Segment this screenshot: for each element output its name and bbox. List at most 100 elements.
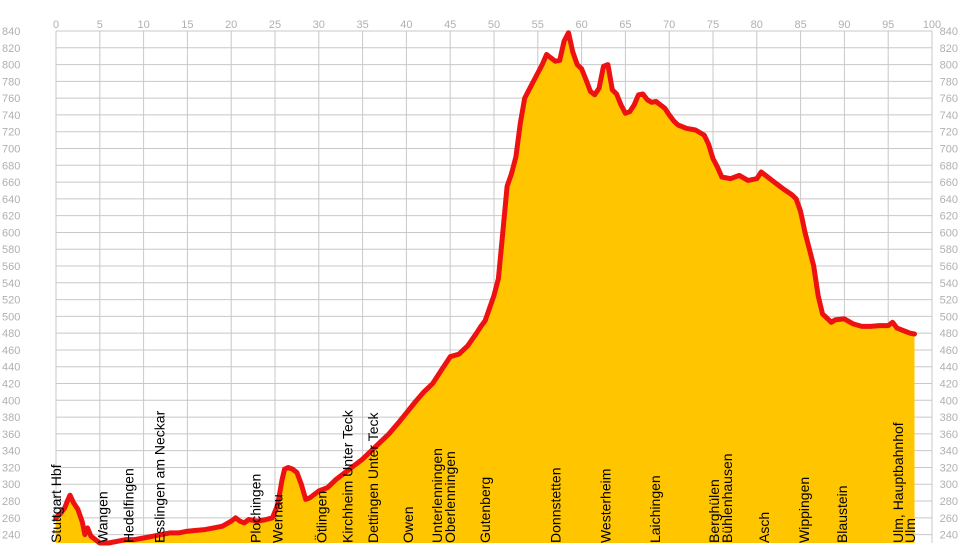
x-tick-label-6: 30: [313, 19, 325, 31]
y-tick-label-left-24: 720: [2, 127, 20, 139]
y-tick-label-right-19: 620: [940, 211, 958, 223]
y-tick-label-left-29: 820: [2, 43, 20, 55]
station-label-13: Donnstetten: [547, 467, 563, 543]
y-tick-label-left-7: 380: [2, 412, 20, 424]
station-label-2: Hedelfingen: [121, 468, 137, 543]
station-label-16: Berghülen: [706, 479, 722, 543]
x-tick-label-19: 95: [882, 19, 894, 31]
station-label-8: Dettingen Unter Teck: [365, 412, 381, 543]
station-label-12: Gutenberg: [477, 477, 493, 543]
y-tick-label-right-25: 740: [940, 110, 958, 122]
y-tick-label-left-1: 260: [2, 513, 20, 525]
station-label-10: Unterlenningen: [429, 448, 445, 543]
y-tick-label-right-2: 280: [940, 496, 958, 508]
station-label-22: Ulm: [902, 518, 918, 543]
x-tick-label-9: 45: [444, 19, 456, 31]
y-tick-label-right-6: 360: [940, 429, 958, 441]
y-tick-label-left-5: 340: [2, 446, 20, 458]
station-label-9: Owen: [400, 506, 416, 543]
x-tick-label-3: 15: [181, 19, 193, 31]
station-label-21: Ulm, Hauptbahnhof: [890, 422, 906, 543]
y-tick-label-left-0: 240: [2, 530, 20, 542]
x-tick-label-5: 25: [269, 19, 281, 31]
x-tick-label-0: 0: [53, 19, 59, 31]
station-label-7: Kirchheim Unter Teck: [340, 409, 356, 543]
y-tick-label-right-18: 600: [940, 227, 958, 239]
x-tick-label-1: 5: [97, 19, 103, 31]
y-tick-label-left-17: 580: [2, 244, 20, 256]
y-tick-label-left-14: 520: [2, 295, 20, 307]
y-tick-label-left-30: 840: [2, 26, 20, 38]
y-tick-label-right-29: 820: [940, 43, 958, 55]
y-tick-label-right-7: 380: [940, 412, 958, 424]
y-tick-label-right-30: 840: [940, 26, 958, 38]
y-tick-label-right-20: 640: [940, 194, 958, 206]
x-tick-label-12: 60: [575, 19, 587, 31]
y-tick-label-left-2: 280: [2, 496, 20, 508]
y-tick-label-left-28: 800: [2, 60, 20, 72]
y-tick-label-left-23: 700: [2, 144, 20, 156]
y-tick-label-right-15: 540: [940, 278, 958, 290]
station-label-15: Laichingen: [647, 475, 663, 543]
y-tick-label-left-6: 360: [2, 429, 20, 441]
station-label-0: Stuttgart Hbf: [48, 464, 64, 543]
y-tick-label-left-21: 660: [2, 177, 20, 189]
y-tick-label-right-4: 320: [940, 462, 958, 474]
y-tick-label-left-3: 300: [2, 479, 20, 491]
x-tick-label-17: 85: [794, 19, 806, 31]
y-tick-label-right-24: 720: [940, 127, 958, 139]
y-tick-label-left-26: 760: [2, 93, 20, 105]
x-tick-label-7: 35: [356, 19, 368, 31]
y-tick-label-left-16: 560: [2, 261, 20, 273]
x-tick-label-14: 70: [663, 19, 675, 31]
x-tick-label-18: 90: [838, 19, 850, 31]
elevation-fill: [56, 32, 915, 543]
x-tick-label-8: 40: [400, 19, 412, 31]
y-tick-label-right-27: 780: [940, 76, 958, 88]
station-label-18: Asch: [756, 512, 772, 543]
y-tick-label-left-8: 400: [2, 395, 20, 407]
y-tick-label-left-25: 740: [2, 110, 20, 122]
y-tick-label-left-4: 320: [2, 462, 20, 474]
station-label-17: Bühlenhausen: [719, 453, 735, 543]
y-tick-label-left-15: 540: [2, 278, 20, 290]
y-tick-label-right-23: 700: [940, 144, 958, 156]
x-tick-label-16: 80: [751, 19, 763, 31]
y-tick-label-right-0: 240: [940, 530, 958, 542]
y-tick-label-left-13: 500: [2, 311, 20, 323]
station-label-1: Wangen: [94, 491, 110, 543]
y-tick-label-left-12: 480: [2, 328, 20, 340]
station-label-3: Esslingen am Neckar: [151, 410, 167, 543]
x-tick-label-11: 55: [532, 19, 544, 31]
y-tick-label-right-9: 420: [940, 379, 958, 391]
station-label-11: Oberlenningen: [442, 451, 458, 543]
x-tick-label-13: 65: [619, 19, 631, 31]
x-tick-label-20: 100: [923, 19, 941, 31]
y-tick-label-left-18: 600: [2, 227, 20, 239]
y-tick-label-left-11: 460: [2, 345, 20, 357]
station-label-4: Plochingen: [248, 474, 264, 543]
y-tick-label-right-1: 260: [940, 513, 958, 525]
y-tick-label-left-19: 620: [2, 211, 20, 223]
x-tick-label-15: 75: [707, 19, 719, 31]
station-label-20: Blaustein: [834, 485, 850, 543]
y-tick-label-right-3: 300: [940, 479, 958, 491]
station-labels: Stuttgart Hbf Wangen Hedelfingen Esslingen …: [48, 409, 918, 543]
x-tick-label-4: 20: [225, 19, 237, 31]
y-tick-label-left-10: 440: [2, 362, 20, 374]
y-tick-label-right-16: 560: [940, 261, 958, 273]
y-tick-label-right-5: 340: [940, 446, 958, 458]
y-tick-label-right-10: 440: [940, 362, 958, 374]
y-tick-label-left-27: 780: [2, 76, 20, 88]
y-tick-label-right-13: 500: [940, 311, 958, 323]
y-tick-label-right-14: 520: [940, 295, 958, 307]
station-label-19: Wippingen: [796, 477, 812, 543]
y-tick-label-right-28: 800: [940, 60, 958, 72]
y-tick-label-left-22: 680: [2, 160, 20, 172]
elevation-line: [53, 30, 917, 546]
y-tick-label-right-21: 660: [940, 177, 958, 189]
y-tick-label-left-9: 420: [2, 379, 20, 391]
y-tick-label-left-20: 640: [2, 194, 20, 206]
y-tick-label-right-17: 580: [940, 244, 958, 256]
